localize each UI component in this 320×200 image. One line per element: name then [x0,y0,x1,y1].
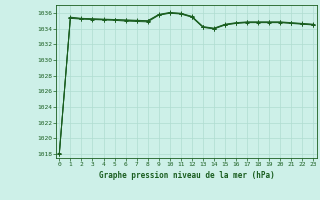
X-axis label: Graphe pression niveau de la mer (hPa): Graphe pression niveau de la mer (hPa) [99,171,274,180]
